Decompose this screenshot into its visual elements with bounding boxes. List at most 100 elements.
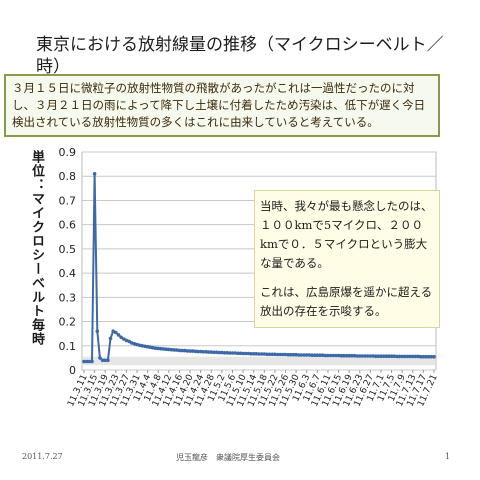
data-point bbox=[291, 352, 296, 357]
data-point bbox=[416, 354, 420, 359]
data-point bbox=[411, 354, 415, 359]
y-tick-label: 0.8 bbox=[59, 170, 77, 183]
data-point bbox=[243, 351, 248, 356]
data-point bbox=[352, 353, 357, 358]
data-point bbox=[323, 353, 328, 358]
data-point bbox=[347, 353, 352, 358]
y-tick-label: 0.4 bbox=[59, 267, 77, 280]
data-point bbox=[106, 358, 110, 363]
y-tick-label: 0.6 bbox=[59, 219, 77, 232]
data-point bbox=[387, 354, 391, 358]
data-point bbox=[209, 350, 214, 354]
data-point bbox=[339, 353, 344, 358]
data-point bbox=[418, 354, 423, 359]
data-point bbox=[164, 347, 168, 351]
data-point bbox=[403, 354, 407, 359]
y-tick-label: 0.5 bbox=[59, 243, 77, 256]
data-point bbox=[355, 354, 359, 358]
data-point bbox=[214, 350, 219, 355]
data-point bbox=[294, 352, 298, 357]
data-point bbox=[336, 353, 341, 358]
y-tick-label: 0.9 bbox=[59, 146, 77, 159]
data-point bbox=[326, 353, 330, 358]
page-number: 1 bbox=[445, 452, 451, 461]
slide-title: 東京における放射線量の推移（マイクロシーベルト／時） bbox=[36, 35, 444, 77]
data-point bbox=[87, 359, 92, 364]
data-point bbox=[198, 349, 203, 354]
data-point bbox=[212, 350, 216, 355]
data-point bbox=[273, 352, 277, 357]
data-point bbox=[365, 354, 370, 358]
data-point bbox=[405, 354, 410, 359]
callout-box: 当時、我々が最も懸念したのは、１００kmで5マイクロ、２００kmで０．５マイクロ… bbox=[254, 190, 440, 328]
data-point bbox=[196, 349, 200, 354]
data-point bbox=[103, 358, 107, 363]
data-point bbox=[363, 354, 367, 358]
y-tick-label: 0.3 bbox=[59, 291, 77, 304]
data-point bbox=[426, 354, 431, 359]
data-point bbox=[156, 346, 160, 351]
data-point bbox=[302, 353, 306, 357]
data-point bbox=[267, 352, 272, 357]
y-tick-label: 0.2 bbox=[59, 316, 77, 329]
data-point bbox=[140, 344, 145, 348]
data-point bbox=[161, 347, 166, 351]
data-point bbox=[228, 351, 232, 355]
data-point bbox=[172, 348, 176, 352]
data-point bbox=[373, 354, 378, 358]
data-point bbox=[100, 358, 105, 363]
data-point bbox=[249, 352, 253, 356]
data-point bbox=[262, 352, 267, 356]
footer-date: 2011.7.27 bbox=[22, 452, 63, 461]
data-point bbox=[429, 354, 434, 359]
data-point bbox=[233, 351, 237, 355]
data-point bbox=[392, 354, 397, 358]
data-point bbox=[358, 354, 362, 358]
data-point bbox=[90, 359, 94, 364]
data-point bbox=[257, 352, 261, 356]
data-point bbox=[318, 353, 322, 357]
data-point bbox=[238, 351, 243, 356]
data-point bbox=[183, 348, 187, 353]
data-point bbox=[289, 352, 293, 357]
data-point bbox=[379, 354, 383, 358]
data-point bbox=[432, 354, 436, 359]
data-point bbox=[230, 351, 235, 355]
y-tick-label: 0.1 bbox=[59, 340, 77, 353]
data-point bbox=[408, 354, 412, 359]
data-point bbox=[259, 352, 264, 356]
data-point bbox=[424, 354, 428, 359]
data-point bbox=[350, 353, 354, 358]
data-point bbox=[175, 348, 179, 352]
data-point bbox=[246, 351, 251, 356]
data-point bbox=[204, 350, 208, 354]
y-tick-label: 0 bbox=[69, 364, 76, 377]
data-point bbox=[241, 351, 245, 356]
data-point bbox=[334, 353, 338, 358]
data-point bbox=[127, 339, 131, 344]
data-point bbox=[151, 345, 155, 350]
data-point bbox=[185, 349, 190, 353]
y-axis-label: 単位：マイクロシーベルト毎時 bbox=[29, 150, 44, 346]
data-point bbox=[275, 352, 280, 357]
data-point bbox=[265, 352, 269, 357]
data-point bbox=[397, 354, 402, 359]
data-point bbox=[236, 351, 240, 356]
data-point bbox=[177, 348, 182, 353]
data-point bbox=[95, 329, 100, 333]
data-point bbox=[310, 353, 314, 357]
data-point bbox=[169, 347, 174, 352]
data-point bbox=[389, 354, 394, 358]
data-point bbox=[84, 359, 89, 364]
data-point bbox=[180, 348, 184, 353]
y-tick-label: 0.7 bbox=[59, 194, 77, 207]
data-point bbox=[421, 354, 426, 359]
data-point bbox=[114, 330, 118, 335]
data-point bbox=[315, 353, 320, 357]
data-point bbox=[188, 349, 192, 353]
data-point bbox=[278, 352, 283, 357]
data-point bbox=[413, 354, 418, 359]
data-point bbox=[395, 354, 399, 359]
data-point bbox=[297, 353, 301, 357]
data-point bbox=[116, 333, 121, 337]
